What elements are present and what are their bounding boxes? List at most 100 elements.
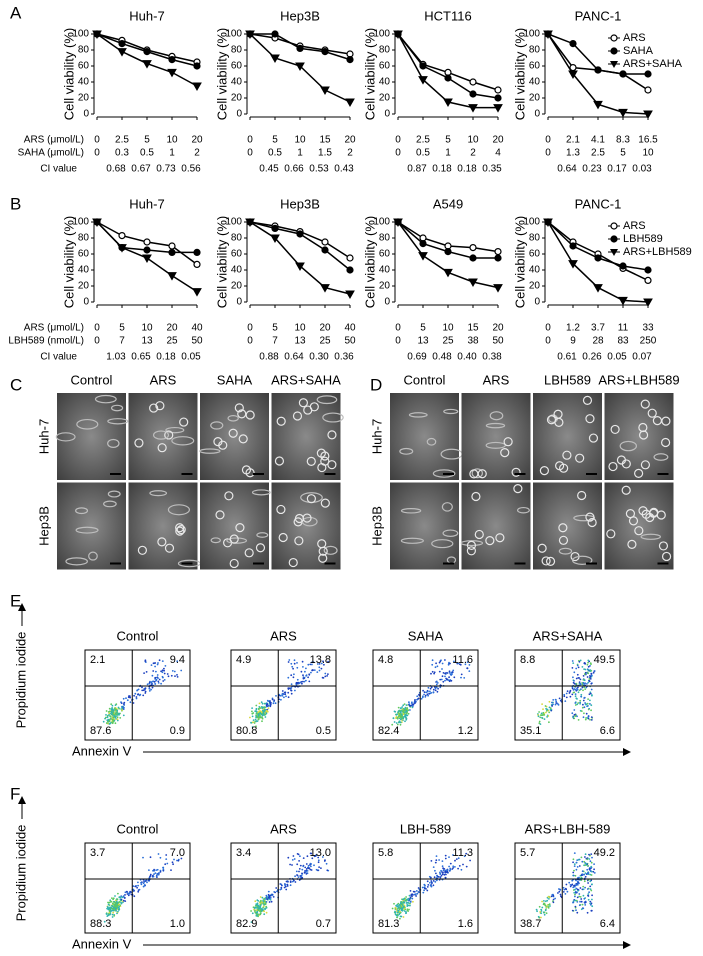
ci-value: 0.40	[457, 352, 477, 363]
event-dot	[543, 913, 546, 916]
ci-value: 0.03	[632, 164, 652, 175]
event-dot	[404, 706, 407, 709]
event-dot	[257, 909, 260, 912]
event-dot	[253, 722, 256, 724]
cell	[157, 443, 167, 453]
dose-label: 10	[294, 135, 306, 146]
event-dot	[301, 872, 303, 875]
event-dot	[573, 688, 576, 690]
event-dot	[444, 871, 447, 874]
event-dot	[588, 853, 590, 856]
event-dot	[280, 886, 283, 889]
event-dot	[269, 898, 272, 901]
event-dot	[575, 887, 578, 890]
cell	[500, 447, 510, 458]
event-dot	[558, 697, 561, 700]
cell	[638, 506, 648, 516]
event-dot	[460, 676, 462, 679]
dose-label: 0.5	[268, 148, 282, 159]
quadrant-value: 0.7	[316, 918, 331, 930]
event-dot	[323, 663, 325, 666]
event-dot	[295, 681, 298, 684]
cell	[316, 395, 338, 405]
cell	[103, 500, 117, 508]
event-dot	[580, 900, 583, 903]
event-dot	[409, 890, 412, 892]
event-dot	[459, 663, 462, 666]
dose-label: 16.5	[638, 135, 658, 146]
event-dot	[588, 858, 591, 860]
event-dot	[591, 856, 593, 859]
plot-title: ARS	[270, 821, 297, 836]
event-dot	[156, 868, 159, 871]
event-dot	[108, 714, 110, 716]
event-dot	[538, 720, 541, 723]
event-dot	[572, 716, 574, 718]
event-dot	[165, 854, 168, 856]
event-dot	[402, 903, 404, 905]
event-dot	[573, 671, 576, 674]
event-dot	[394, 913, 397, 916]
cell	[227, 415, 239, 422]
event-dot	[590, 673, 593, 675]
cell	[245, 410, 255, 420]
event-dot	[119, 896, 122, 899]
event-dot	[116, 718, 119, 721]
event-dot	[180, 857, 183, 860]
ci-value: 0.67	[131, 164, 151, 175]
event-dot	[266, 898, 268, 901]
event-dot	[294, 689, 296, 692]
event-dot	[593, 872, 596, 874]
event-dot	[572, 886, 575, 889]
dose-label: 13	[294, 336, 306, 347]
event-dot	[259, 903, 262, 906]
event-dot	[445, 873, 447, 876]
ci-value: 0.56	[181, 164, 201, 175]
ci-value: 0.07	[632, 352, 652, 363]
event-dot	[578, 893, 581, 895]
dose-label: 20	[166, 323, 178, 334]
cell	[400, 508, 422, 514]
event-dot	[573, 891, 576, 894]
chart-title: HCT116	[424, 8, 471, 23]
event-dot	[399, 718, 402, 721]
event-dot	[544, 909, 547, 912]
quadrant-value: 11.6	[452, 654, 473, 666]
event-dot	[108, 901, 111, 904]
marker	[320, 284, 330, 293]
event-dot	[260, 716, 262, 719]
cell	[562, 450, 572, 460]
event-dot	[578, 904, 581, 907]
event-dot	[427, 884, 430, 886]
event-dot	[172, 863, 175, 866]
event-dot	[574, 888, 576, 891]
event-dot	[569, 884, 572, 886]
micrograph	[271, 393, 341, 480]
event-dot	[289, 687, 291, 689]
dose-label: 2.5	[591, 148, 605, 159]
event-dot	[262, 906, 264, 909]
event-dot	[465, 852, 468, 855]
event-dot	[584, 872, 587, 874]
event-dot	[163, 672, 166, 675]
event-dot	[119, 717, 122, 719]
event-dot	[405, 896, 407, 898]
dose-label: 0	[395, 336, 401, 347]
dose-label: 13	[141, 336, 153, 347]
event-dot	[590, 902, 593, 905]
cell	[199, 448, 221, 454]
marker	[644, 70, 652, 78]
cell	[587, 517, 597, 528]
dose-label: 28	[592, 336, 604, 347]
event-dot	[326, 869, 329, 872]
event-dot	[579, 702, 581, 705]
event-dot	[541, 900, 543, 903]
cell	[652, 416, 662, 426]
event-dot	[576, 703, 579, 706]
event-dot	[302, 674, 304, 677]
event-dot	[582, 699, 585, 702]
event-dot	[543, 718, 546, 720]
dose-label: 5	[445, 135, 451, 146]
event-dot	[584, 864, 586, 866]
